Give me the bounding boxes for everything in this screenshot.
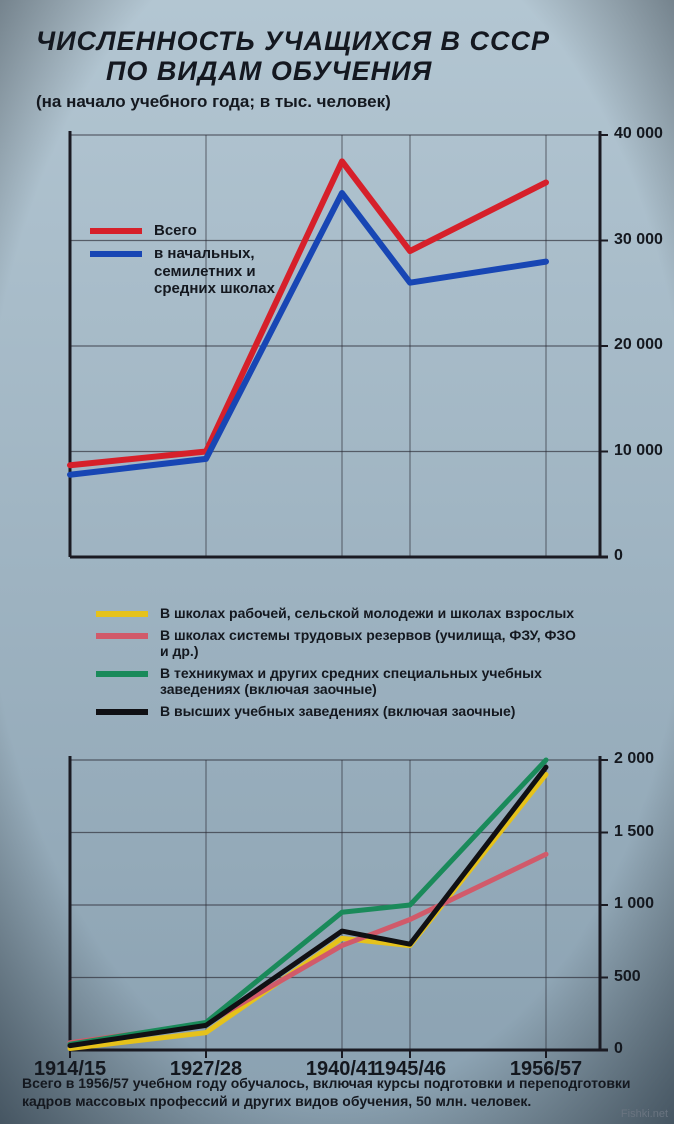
charts-svg xyxy=(0,0,674,1124)
y-tick-label: 10 000 xyxy=(614,442,663,460)
legend-swatch xyxy=(90,251,142,257)
legend-item: В школах системы трудовых резервов (учил… xyxy=(96,627,576,659)
y-tick-label: 40 000 xyxy=(614,125,663,143)
legend-label: В школах системы трудовых резервов (учил… xyxy=(160,627,576,659)
y-tick-label: 0 xyxy=(614,1040,623,1058)
y-tick-label: 0 xyxy=(614,547,623,565)
legend-item: В школах рабочей, сельской молодежи и шк… xyxy=(96,605,576,621)
legend-item: В техникумах и других средних специальны… xyxy=(96,665,576,697)
y-tick-label: 1 000 xyxy=(614,895,654,913)
y-tick-label: 20 000 xyxy=(614,336,663,354)
legend-upper: Всего в начальных, семилетних и средних ш… xyxy=(90,222,320,303)
legend-item: в начальных, семилетних и средних школах xyxy=(90,245,320,297)
legend-item: В высших учебных заведениях (включая зао… xyxy=(96,703,576,719)
legend-swatch xyxy=(96,709,148,715)
legend-label: в начальных, семилетних и средних школах xyxy=(154,245,320,297)
legend-swatch xyxy=(90,228,142,234)
legend-label: В школах рабочей, сельской молодежи и шк… xyxy=(160,605,574,621)
legend-swatch xyxy=(96,671,148,677)
y-tick-label: 2 000 xyxy=(614,750,654,768)
y-tick-label: 500 xyxy=(614,968,641,986)
watermark: Fishki.net xyxy=(621,1108,668,1120)
legend-swatch xyxy=(96,611,148,617)
legend-swatch xyxy=(96,633,148,639)
footnote-text: Всего в 1956/57 учебном году обучалось, … xyxy=(22,1075,644,1110)
legend-label: В высших учебных заведениях (включая зао… xyxy=(160,703,515,719)
legend-item: Всего xyxy=(90,222,320,239)
legend-lower: В школах рабочей, сельской молодежи и шк… xyxy=(96,605,576,726)
y-tick-label: 30 000 xyxy=(614,231,663,249)
y-tick-label: 1 500 xyxy=(614,823,654,841)
legend-label: В техникумах и других средних специальны… xyxy=(160,665,576,697)
legend-label: Всего xyxy=(154,222,197,239)
